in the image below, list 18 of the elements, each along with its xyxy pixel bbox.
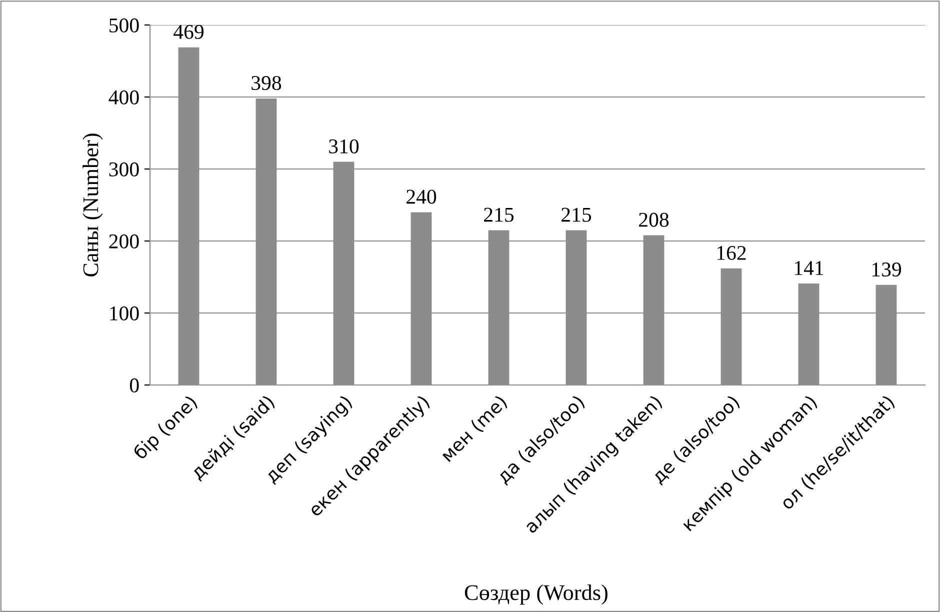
data-label: 398 (252, 76, 282, 90)
y-axis-title: Саны (Number) (82, 134, 103, 276)
data-label: 141 (794, 261, 824, 275)
y-tick-label: 400 (108, 90, 139, 104)
y-tick-label: 300 (109, 162, 139, 176)
y-tick-label: 0 (130, 378, 139, 392)
y-tick-label: 200 (109, 234, 139, 248)
y-tick-label: 100 (110, 306, 139, 320)
data-label: 469 (174, 24, 204, 39)
y-tick-label: 500 (110, 18, 139, 32)
data-label: 208 (639, 212, 669, 227)
data-label: 215 (484, 208, 514, 222)
data-label: 162 (717, 246, 746, 260)
data-label: 240 (406, 190, 436, 204)
data-label: 139 (872, 262, 902, 277)
data-label: 310 (329, 139, 359, 154)
data-label: 215 (562, 208, 592, 222)
x-axis-title: Сөздер (Words) (464, 584, 608, 605)
